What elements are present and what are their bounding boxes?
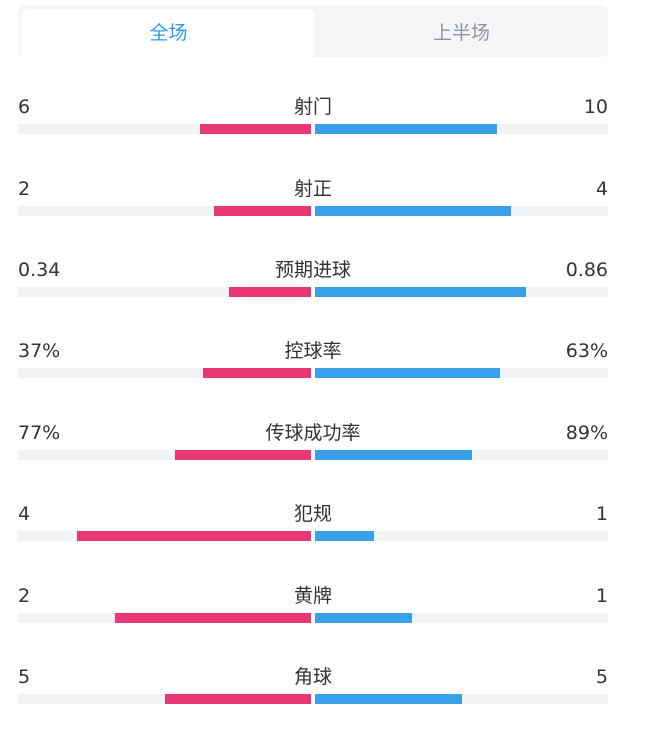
stat-row-yellow-cards: 2 黄牌 1 [0,583,650,643]
stat-label: 黄牌 [293,585,332,607]
stat-label: 预期进球 [274,259,351,281]
stat-label: 射正 [293,178,332,200]
period-tabs: 全场 上半场 [18,5,608,57]
away-bar-track [315,450,608,460]
away-value: 4 [595,178,608,200]
stat-row-possession: 37% 控球率 63% [0,338,650,398]
away-bar [315,124,497,134]
away-bar [315,694,462,704]
home-bar-track [18,694,311,704]
home-bar-track [18,368,311,378]
stat-row-corners: 5 角球 5 [0,664,650,724]
home-value: 2 [18,178,31,200]
away-bar-track [315,206,608,216]
away-bar [315,368,500,378]
away-bar [315,531,374,541]
stat-row-shots: 6 射门 10 [0,94,650,154]
home-value: 6 [18,96,31,118]
away-value: 1 [595,503,608,525]
home-bar [228,287,311,297]
away-bar-track [315,287,608,297]
home-value: 5 [18,666,31,688]
away-value: 63% [565,340,608,362]
home-bar [76,531,311,541]
away-value: 0.86 [565,259,608,281]
home-bar [202,368,311,378]
home-bar-track [18,206,311,216]
home-value: 0.34 [18,259,61,281]
home-value: 2 [18,585,31,607]
home-bar-track [18,450,311,460]
home-bar-track [18,287,311,297]
away-bar [315,450,472,460]
away-value: 1 [595,585,608,607]
stat-row-pass-accuracy: 77% 传球成功率 89% [0,420,650,480]
home-value: 4 [18,503,31,525]
stat-label: 控球率 [284,340,342,362]
away-bar-track [315,694,608,704]
home-bar [214,206,311,216]
away-bar [315,287,526,297]
away-bar-track [315,368,608,378]
home-value: 77% [18,422,61,444]
home-bar [114,613,311,623]
stat-label: 传球成功率 [265,422,361,444]
tab-full-match[interactable]: 全场 [22,9,315,57]
home-bar-track [18,531,311,541]
stat-row-fouls: 4 犯规 1 [0,501,650,561]
away-bar [315,206,512,216]
away-value: 10 [583,96,608,118]
home-value: 37% [18,340,61,362]
stat-row-expected-goals: 0.34 预期进球 0.86 [0,257,650,317]
away-bar-track [315,124,608,134]
home-bar [164,694,311,704]
stat-label: 犯规 [293,503,332,525]
tab-first-half[interactable]: 上半场 [432,22,490,44]
away-bar-track [315,531,608,541]
away-value: 5 [595,666,608,688]
stat-label: 射门 [293,96,332,118]
home-bar [199,124,311,134]
stat-row-shots-on-target: 2 射正 4 [0,176,650,236]
away-bar-track [315,613,608,623]
home-bar-track [18,613,311,623]
away-bar [315,613,412,623]
away-value: 89% [565,422,608,444]
home-bar-track [18,124,311,134]
stat-label: 角球 [293,666,332,688]
home-bar [174,450,311,460]
